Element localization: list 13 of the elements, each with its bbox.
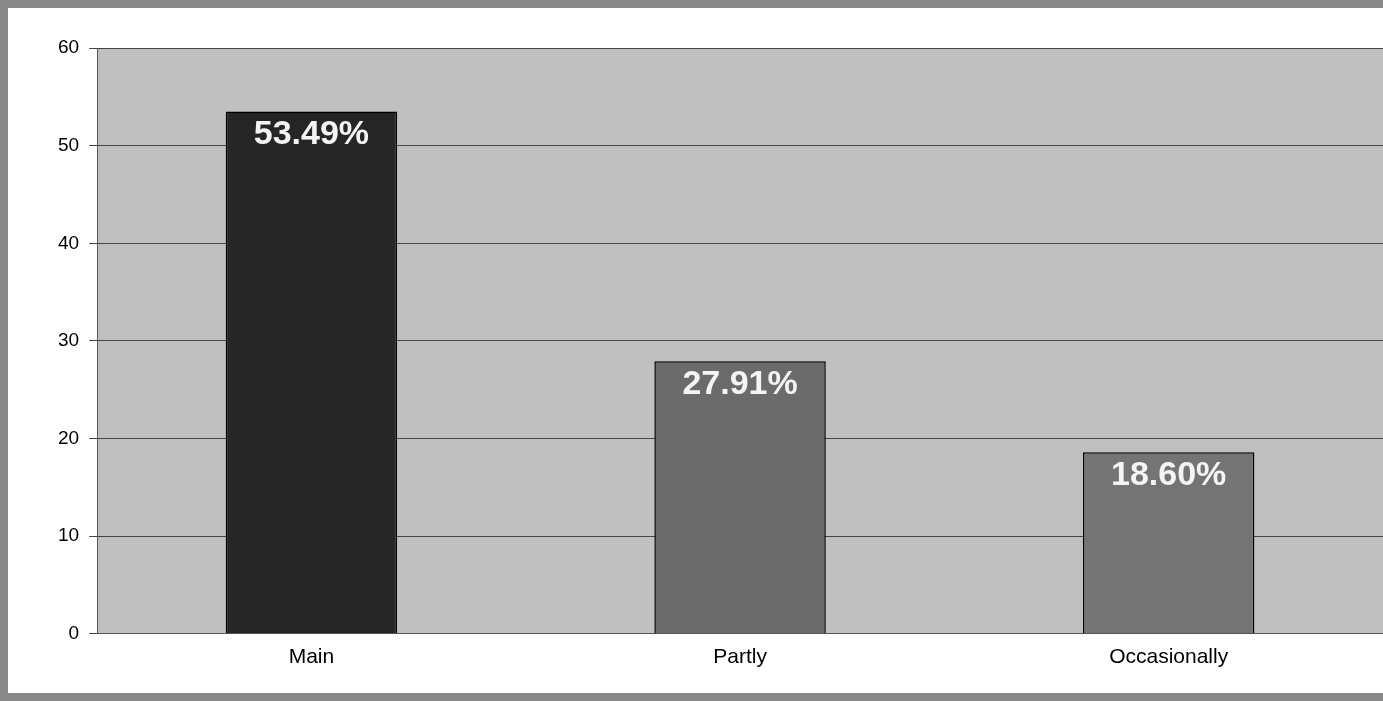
y-tick-label: 0 <box>68 622 80 644</box>
x-tick-label: Main <box>288 644 335 668</box>
x-tick-label: Partly <box>713 644 768 668</box>
data-label: 53.49% <box>253 112 370 151</box>
x-tick-label: Occasionally <box>1109 644 1229 668</box>
y-tick-label: 40 <box>57 231 80 253</box>
data-label: 27.91% <box>682 362 798 401</box>
y-tick-label: 50 <box>57 133 80 155</box>
y-tick-label: 10 <box>57 524 80 546</box>
y-tick-label: 30 <box>57 329 80 351</box>
y-tick-label: 20 <box>57 426 80 448</box>
y-tick-label: 60 <box>57 36 80 58</box>
data-label: 18.60% <box>1111 453 1227 492</box>
